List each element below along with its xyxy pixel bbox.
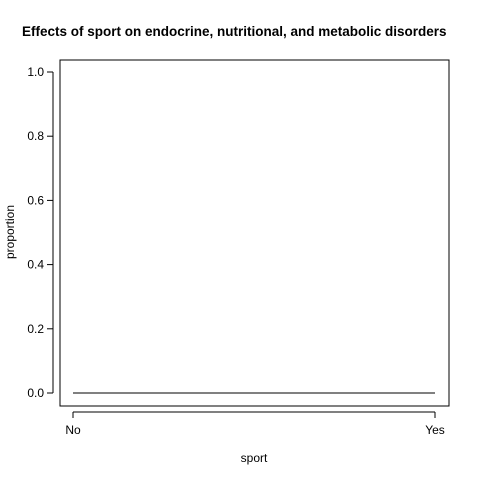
x-tick-label: No bbox=[65, 423, 81, 437]
plot-frame bbox=[59, 59, 450, 407]
y-axis-label: proportion bbox=[3, 205, 17, 259]
y-tick-label: 0.2 bbox=[27, 322, 44, 336]
y-tick-label: 1.0 bbox=[27, 65, 44, 79]
x-axis: No Yes bbox=[65, 411, 445, 437]
x-axis-label: sport bbox=[241, 451, 268, 465]
chart-title: Effects of sport on endocrine, nutrition… bbox=[22, 24, 447, 39]
y-tick-label: 0.8 bbox=[27, 129, 44, 143]
y-tick-label: 0.0 bbox=[27, 386, 44, 400]
y-tick-label: 0.6 bbox=[27, 193, 44, 207]
y-axis: 0.0 0.2 0.4 0.6 0.8 1.0 bbox=[27, 65, 54, 400]
x-tick-label: Yes bbox=[425, 423, 445, 437]
y-tick-label: 0.4 bbox=[27, 258, 44, 272]
